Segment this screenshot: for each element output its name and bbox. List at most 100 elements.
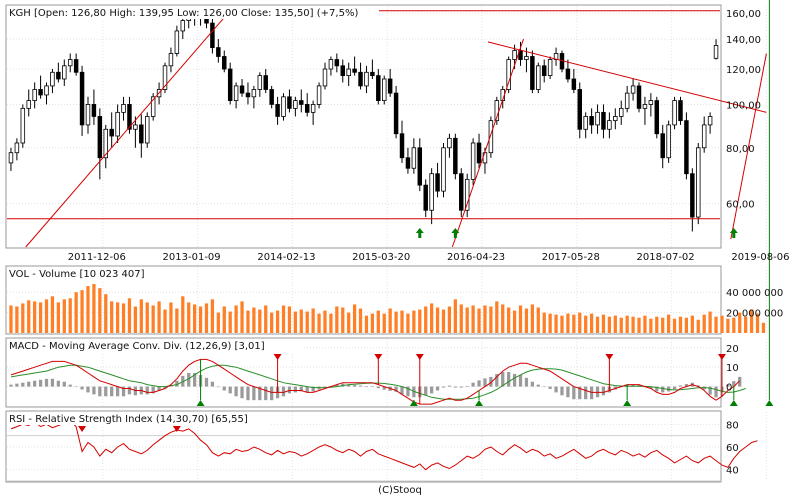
candle bbox=[26, 100, 31, 109]
candle bbox=[541, 65, 547, 77]
candle bbox=[464, 178, 470, 211]
candle bbox=[601, 111, 606, 130]
volume-bar bbox=[163, 309, 167, 333]
candle bbox=[648, 100, 654, 105]
volume-bar bbox=[299, 309, 303, 333]
candle bbox=[595, 111, 600, 126]
macd-histogram-bar bbox=[370, 386, 375, 387]
candle bbox=[376, 75, 381, 101]
macd-histogram-bar bbox=[655, 386, 659, 392]
volume-bar bbox=[465, 307, 469, 333]
candle bbox=[227, 68, 233, 101]
macd-histogram-bar bbox=[696, 385, 700, 387]
macd-histogram-bar bbox=[518, 374, 523, 387]
buy-arrow bbox=[196, 400, 205, 406]
candle bbox=[642, 104, 648, 109]
candle bbox=[8, 152, 14, 164]
date-tick-label: 2015-03-20 bbox=[352, 252, 410, 263]
macd-histogram-bar bbox=[50, 378, 55, 387]
candle bbox=[577, 89, 582, 130]
macd-histogram-bar bbox=[38, 379, 43, 387]
macd-histogram-bar bbox=[530, 381, 534, 387]
volume-bar bbox=[110, 301, 114, 333]
volume-bar bbox=[133, 306, 138, 333]
candle bbox=[150, 96, 156, 117]
buy-arrow bbox=[729, 228, 738, 238]
volume-bar bbox=[566, 313, 570, 333]
macd-tick-label: 10 bbox=[726, 363, 739, 374]
candle bbox=[684, 120, 689, 175]
volume-bar bbox=[418, 309, 422, 333]
macd-histogram-bar bbox=[524, 377, 529, 387]
volume-bar bbox=[145, 302, 149, 333]
signal-arrows bbox=[78, 0, 774, 432]
volume-bar bbox=[74, 292, 78, 333]
macd-histogram-bar bbox=[483, 378, 487, 387]
candle bbox=[583, 116, 588, 130]
macd-histogram-bar bbox=[453, 386, 457, 388]
candle bbox=[168, 53, 174, 67]
volume-bar bbox=[690, 315, 694, 333]
candle bbox=[678, 100, 683, 122]
macd-histogram-bar bbox=[678, 385, 683, 387]
volume-bar bbox=[471, 305, 475, 333]
candle bbox=[417, 147, 423, 186]
macd-histogram-bar bbox=[258, 386, 262, 401]
date-tick-label: 2016-04-23 bbox=[447, 252, 505, 263]
volume-bar bbox=[560, 315, 564, 333]
volume-bar bbox=[187, 302, 191, 333]
date-tick-label: 2014-02-13 bbox=[257, 252, 315, 263]
volume-bar bbox=[441, 309, 446, 333]
candle bbox=[304, 104, 310, 113]
candle bbox=[459, 173, 464, 211]
macd-histogram-bar bbox=[27, 381, 31, 387]
macd-histogram-bar bbox=[157, 386, 161, 391]
date-tick-label: 2019-08-06 bbox=[731, 252, 789, 263]
volume-bar bbox=[655, 316, 659, 333]
volume-bar bbox=[382, 313, 386, 333]
candle bbox=[506, 59, 511, 90]
volume-bar bbox=[637, 317, 641, 333]
volume-bar bbox=[524, 308, 529, 333]
volume-bar bbox=[495, 301, 499, 333]
macd-histogram-bar bbox=[572, 386, 576, 400]
candle bbox=[14, 142, 20, 154]
candle bbox=[56, 71, 61, 80]
rsi-sell-arrow bbox=[172, 426, 181, 432]
volume-bar bbox=[33, 301, 37, 333]
macd-histogram-bar bbox=[347, 384, 351, 387]
volume-bar bbox=[388, 308, 392, 333]
macd-histogram-bar bbox=[246, 386, 250, 401]
volume-bar bbox=[501, 304, 505, 333]
copyright-footer: (C)Stooq bbox=[378, 485, 422, 496]
volume-bar bbox=[726, 318, 730, 333]
macd-histogram-bar bbox=[281, 386, 286, 397]
macd-histogram-bar bbox=[193, 373, 197, 387]
volume-bar bbox=[80, 290, 84, 333]
volume-bar bbox=[270, 312, 274, 333]
volume-bar bbox=[477, 308, 481, 333]
volume-bar bbox=[127, 298, 132, 333]
volume-bar bbox=[708, 311, 712, 333]
volume-bar bbox=[27, 300, 31, 333]
volume-bar bbox=[317, 313, 321, 333]
macd-histogram-bar bbox=[204, 377, 209, 387]
macd-histogram-bar bbox=[376, 386, 380, 389]
date-tick-label: 2017-05-28 bbox=[542, 252, 600, 263]
macd-histogram-bar bbox=[252, 386, 256, 401]
volume-bar bbox=[536, 307, 540, 333]
volume-bar bbox=[702, 314, 706, 333]
price-tick-label: 80,00 bbox=[726, 144, 755, 155]
macd-histogram-bar bbox=[430, 386, 434, 394]
candle bbox=[257, 75, 263, 90]
volume-bar bbox=[376, 310, 380, 333]
volume-bar bbox=[38, 302, 43, 333]
volume-bar bbox=[15, 306, 19, 333]
macd-histogram-bar bbox=[187, 373, 191, 387]
candle bbox=[269, 89, 274, 105]
candle bbox=[340, 65, 345, 77]
volume-bar bbox=[661, 317, 665, 333]
macd-histogram-bar bbox=[358, 385, 363, 387]
candle bbox=[263, 75, 268, 90]
